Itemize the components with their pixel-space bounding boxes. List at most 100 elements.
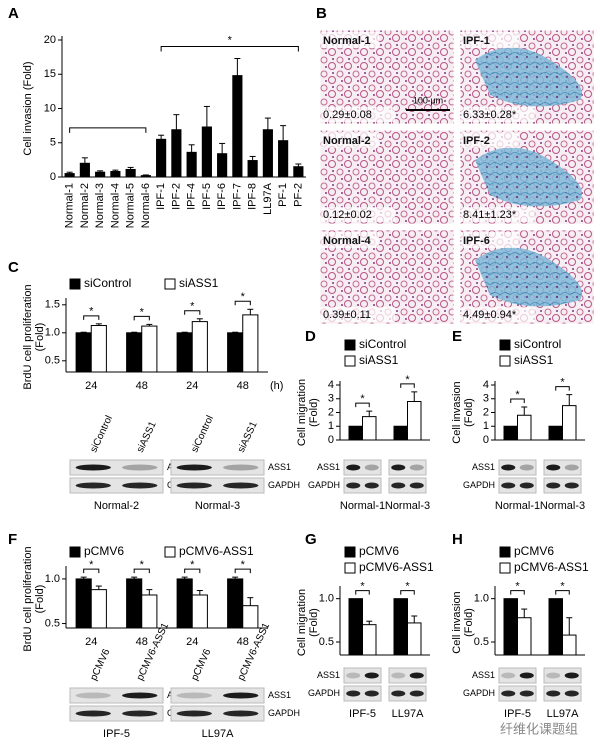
y-axis-label: Cell invasion (451, 381, 463, 443)
bar (232, 75, 243, 178)
bar (242, 314, 259, 373)
y-axis-label: Cell migration (296, 379, 308, 446)
y-axis-label: (Fold) (34, 585, 46, 614)
legend-swatch (344, 546, 356, 558)
x-tick-label: Normal-2 (79, 183, 91, 228)
blot-band (564, 482, 579, 489)
y-tick-label: 0.5 (45, 355, 60, 367)
bar (110, 171, 121, 178)
blot (170, 687, 265, 704)
legend-swatch (164, 278, 176, 290)
blot-band (409, 464, 424, 471)
blot-row-label: GAPDH (463, 688, 495, 698)
blot-band (223, 464, 259, 471)
bar (548, 425, 563, 441)
value-bg (461, 207, 535, 222)
blot-band (122, 482, 158, 489)
significance: * (405, 374, 410, 386)
x-tick-label: IPF-6 (216, 183, 228, 210)
significance: * (405, 581, 410, 593)
bracket (69, 127, 147, 133)
value-bg (321, 307, 395, 322)
y-tick-label: 1.5 (45, 299, 60, 311)
x-tick-label: Normal-5 (125, 183, 137, 228)
bar (562, 405, 577, 441)
x-tick-label: PF-1 (277, 183, 289, 207)
blot (69, 459, 164, 476)
y-tick-label: 0.5 (319, 636, 334, 648)
y-tick-label: 15 (44, 68, 56, 80)
legend-label: pCMV6-ASS1 (179, 544, 254, 558)
significance: * (190, 559, 195, 571)
blot (343, 477, 382, 494)
y-axis-label: BrdU cell proliferation (22, 546, 34, 651)
blot-band (409, 690, 424, 697)
blot-row-label: GAPDH (308, 688, 340, 698)
significance: * (515, 581, 520, 593)
significance: * (140, 559, 145, 571)
image-label: IPF-6 (463, 235, 490, 247)
y-tick-label: 2 (328, 406, 334, 418)
bar (348, 425, 363, 441)
x-tick-label: IPF-5 (504, 708, 531, 720)
x-tick-label: IPF-7 (231, 183, 243, 210)
blot-band (176, 464, 212, 471)
bar (503, 598, 518, 656)
bracket (234, 568, 251, 574)
x-tick-label: 48 (237, 636, 249, 648)
legend-label: pCMV6 (514, 544, 554, 558)
bar (227, 578, 244, 629)
legend-label: pCMV6 (359, 544, 399, 558)
blot-band (519, 672, 534, 679)
x-tick-label: 24 (85, 380, 97, 392)
blot-band (501, 672, 516, 679)
bar (126, 578, 143, 629)
bar (90, 325, 107, 373)
blot-band (519, 482, 534, 489)
y-axis-label: Cell invasion (451, 591, 463, 653)
significance: * (89, 559, 94, 571)
bar (125, 168, 136, 178)
y-axis-label: (Fold) (463, 398, 475, 427)
blot-row-label: ASS1 (268, 462, 291, 472)
blot-row-label: ASS1 (472, 462, 495, 472)
lane-label: siASS1 (135, 420, 159, 455)
blot (498, 685, 537, 702)
bar (407, 622, 422, 656)
blot-band (546, 464, 561, 471)
image-label: Normal-2 (323, 135, 371, 147)
bracket (400, 383, 415, 388)
image-label: Normal-1 (323, 35, 371, 47)
blot-band (176, 692, 212, 699)
blot (543, 685, 582, 702)
bracket (400, 590, 415, 595)
significance: * (360, 581, 365, 593)
bracket (555, 386, 570, 391)
blot-band (75, 692, 111, 699)
bar (79, 162, 90, 178)
bar (156, 138, 167, 178)
y-tick-label: 4 (483, 379, 489, 391)
x-tick-label: 48 (136, 380, 148, 392)
panel-letter: D (305, 328, 316, 345)
blot (388, 685, 427, 702)
bar (201, 126, 212, 178)
blot-row-label: ASS1 (268, 690, 291, 700)
x-tick-label: IPF-2 (170, 183, 182, 210)
bar (348, 598, 363, 656)
blot-band (391, 672, 406, 679)
blot (388, 667, 427, 684)
significance: * (190, 301, 195, 313)
x-tick-label: Normal-4 (109, 183, 121, 228)
legend-label: pCMV6-ASS1 (514, 560, 589, 574)
blot-row-label: GAPDH (268, 480, 300, 490)
blot (543, 459, 582, 476)
bar (140, 175, 151, 178)
blot (343, 459, 382, 476)
significance: * (241, 559, 246, 571)
bracket (160, 45, 299, 52)
y-axis-label: (Fold) (34, 323, 46, 352)
x-tick-label: LL97A (262, 182, 274, 214)
blot (543, 667, 582, 684)
label-bg (321, 132, 379, 148)
